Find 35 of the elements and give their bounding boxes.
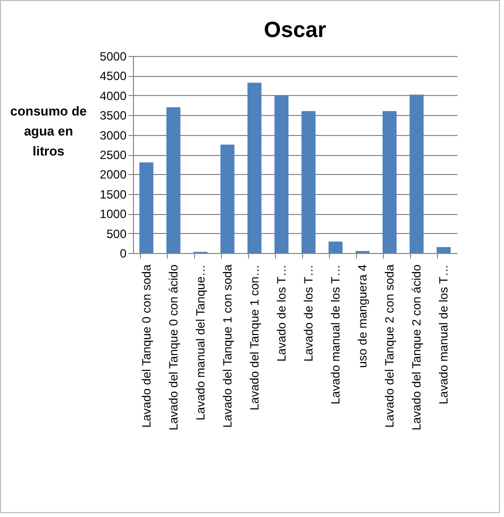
bar	[220, 144, 234, 253]
y-tick-label: 5000	[100, 50, 127, 64]
y-tick-label: 4000	[100, 88, 127, 103]
x-tick-label: Lavado de los T…	[302, 264, 316, 362]
y-tick-label: 3500	[100, 108, 127, 123]
bar	[139, 162, 154, 253]
x-tick-label: Lavado del Tanque 2 con soda	[382, 264, 397, 428]
y-tick-label: 2000	[100, 168, 127, 182]
x-tick-label: Lavado del Tanque 0 con ácido	[166, 264, 180, 430]
x-tick-label: Lavado de los T…	[274, 264, 288, 362]
bar	[436, 247, 451, 253]
bar	[382, 111, 397, 253]
chart-title: Oscar	[264, 17, 327, 42]
x-tick-label: Lavado manual de los T…	[328, 264, 343, 404]
bar	[410, 94, 424, 253]
bar	[302, 111, 316, 253]
x-tick-label: Lavado del Tanque 0 con soda	[139, 264, 154, 428]
y-tick-label: 1500	[100, 187, 127, 202]
y-axis-title: consumo de agua en litros	[10, 104, 87, 158]
x-tick-label: uso de manguera 4	[356, 264, 370, 368]
bar	[274, 95, 288, 253]
bar	[328, 242, 343, 253]
y-tick-label: 3000	[100, 128, 127, 142]
y-tick-label: 500	[106, 226, 127, 241]
y-tick-label: 4500	[100, 69, 127, 84]
bar	[247, 82, 262, 253]
y-tick-label: 0	[120, 246, 127, 260]
x-tick-label: Lavado del Tanque 2 con ácido	[410, 264, 424, 430]
bar	[166, 107, 180, 253]
x-tick-label: Lavado manual del Tanque…	[193, 264, 208, 420]
x-tick-label: Lavado manual de los T…	[436, 264, 451, 404]
y-tick-label: 2500	[100, 148, 127, 162]
x-tick-label: Lavado del Tanque 1 con…	[247, 264, 262, 410]
x-tick-label: Lavado del Tanque 1 con soda	[220, 264, 234, 428]
y-tick-label: 1000	[100, 207, 127, 222]
